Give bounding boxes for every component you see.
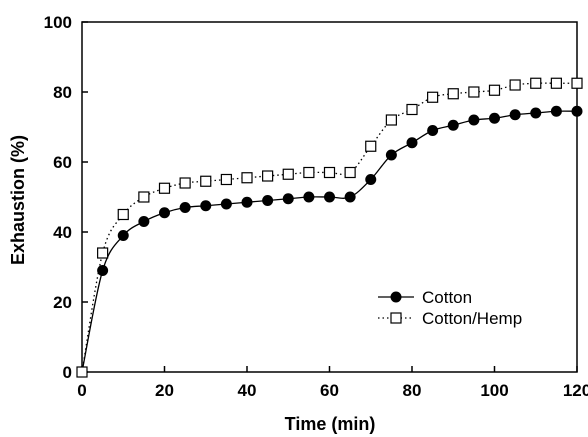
x-tick-label: 40 bbox=[238, 381, 257, 400]
data-point-cotton-hemp bbox=[385, 114, 397, 126]
data-point-cotton-hemp bbox=[220, 173, 232, 186]
data-point-cotton-hemp bbox=[468, 86, 480, 98]
data-point-cotton bbox=[282, 193, 294, 205]
data-point-cotton-hemp bbox=[117, 208, 129, 221]
data-point-cotton bbox=[489, 112, 500, 124]
series-cotton-hemp bbox=[76, 77, 583, 378]
data-point-cotton-hemp bbox=[138, 191, 150, 203]
data-point-cotton-hemp bbox=[447, 88, 459, 100]
x-tick-label: 100 bbox=[480, 381, 508, 400]
data-point-cotton bbox=[241, 196, 253, 208]
data-point-cotton bbox=[97, 265, 109, 276]
data-point-cotton bbox=[571, 105, 583, 117]
data-point-cotton bbox=[200, 200, 212, 212]
y-tick-label: 100 bbox=[44, 13, 72, 32]
x-tick-label: 0 bbox=[77, 381, 86, 400]
data-point-cotton-hemp bbox=[509, 79, 521, 91]
data-point-cotton-hemp bbox=[179, 177, 191, 189]
data-point-cotton-hemp bbox=[323, 166, 336, 179]
series-line-cotton bbox=[81, 110, 578, 373]
data-point-cotton-hemp bbox=[550, 77, 562, 89]
data-point-cotton bbox=[550, 105, 562, 117]
x-axis-title: Time (min) bbox=[285, 414, 376, 434]
data-point-cotton-hemp bbox=[530, 77, 542, 89]
series-cotton bbox=[76, 105, 583, 378]
data-point-cotton bbox=[324, 191, 335, 203]
data-point-cotton bbox=[406, 137, 418, 149]
x-tick-label: 60 bbox=[320, 381, 339, 400]
data-point-cotton-hemp bbox=[158, 182, 171, 194]
data-point-cotton-hemp bbox=[97, 247, 109, 259]
data-point-cotton bbox=[220, 198, 232, 210]
data-point-cotton-hemp bbox=[344, 166, 356, 179]
data-point-cotton-hemp bbox=[262, 170, 274, 182]
data-point-cotton bbox=[447, 119, 459, 131]
data-point-cotton bbox=[468, 114, 480, 126]
legend-label-cotton-hemp: Cotton/Hemp bbox=[422, 309, 522, 328]
x-axis-ticks: 0 20 40 60 80 100 120 bbox=[77, 366, 588, 400]
data-point-cotton bbox=[159, 207, 170, 219]
data-point-cotton bbox=[365, 174, 377, 185]
x-tick-label: 120 bbox=[563, 381, 588, 400]
data-point-cotton bbox=[509, 109, 521, 121]
legend-marker-cotton bbox=[390, 291, 402, 303]
y-tick-label: 40 bbox=[53, 223, 72, 242]
y-tick-label: 80 bbox=[53, 83, 72, 102]
data-point-cotton-hemp bbox=[406, 103, 418, 116]
y-axis-ticks: 0 20 40 60 80 100 bbox=[44, 13, 88, 382]
data-point-cotton-hemp bbox=[571, 77, 583, 89]
data-point-cotton-hemp bbox=[303, 166, 315, 179]
data-point-cotton bbox=[262, 195, 274, 206]
legend-marker-cotton-hemp bbox=[390, 312, 402, 324]
x-tick-label: 80 bbox=[403, 381, 422, 400]
series-layer bbox=[76, 77, 583, 378]
data-point-cotton bbox=[530, 107, 542, 119]
y-tick-label: 60 bbox=[53, 153, 72, 172]
y-tick-label: 20 bbox=[53, 293, 72, 312]
legend-label-cotton: Cotton bbox=[422, 288, 472, 307]
data-point-cotton-hemp bbox=[282, 168, 294, 180]
data-point-cotton-hemp bbox=[488, 84, 501, 96]
data-point-cotton bbox=[303, 191, 315, 203]
legend: Cotton Cotton/Hemp bbox=[378, 288, 522, 328]
data-point-cotton bbox=[427, 125, 439, 136]
data-point-cotton bbox=[117, 230, 129, 241]
y-axis-title: Exhaustion (%) bbox=[8, 135, 28, 265]
y-tick-label: 0 bbox=[63, 363, 72, 382]
series-line-cotton-hemp bbox=[81, 82, 577, 373]
data-point-cotton-hemp bbox=[76, 366, 88, 378]
data-point-cotton bbox=[179, 202, 191, 213]
data-point-cotton bbox=[138, 216, 150, 227]
data-point-cotton bbox=[385, 149, 397, 161]
data-point-cotton-hemp bbox=[365, 140, 377, 152]
x-tick-label: 20 bbox=[155, 381, 174, 400]
data-point-cotton bbox=[344, 191, 356, 203]
data-point-cotton-hemp bbox=[427, 91, 439, 103]
data-point-cotton-hemp bbox=[241, 172, 253, 184]
data-point-cotton-hemp bbox=[200, 175, 212, 187]
